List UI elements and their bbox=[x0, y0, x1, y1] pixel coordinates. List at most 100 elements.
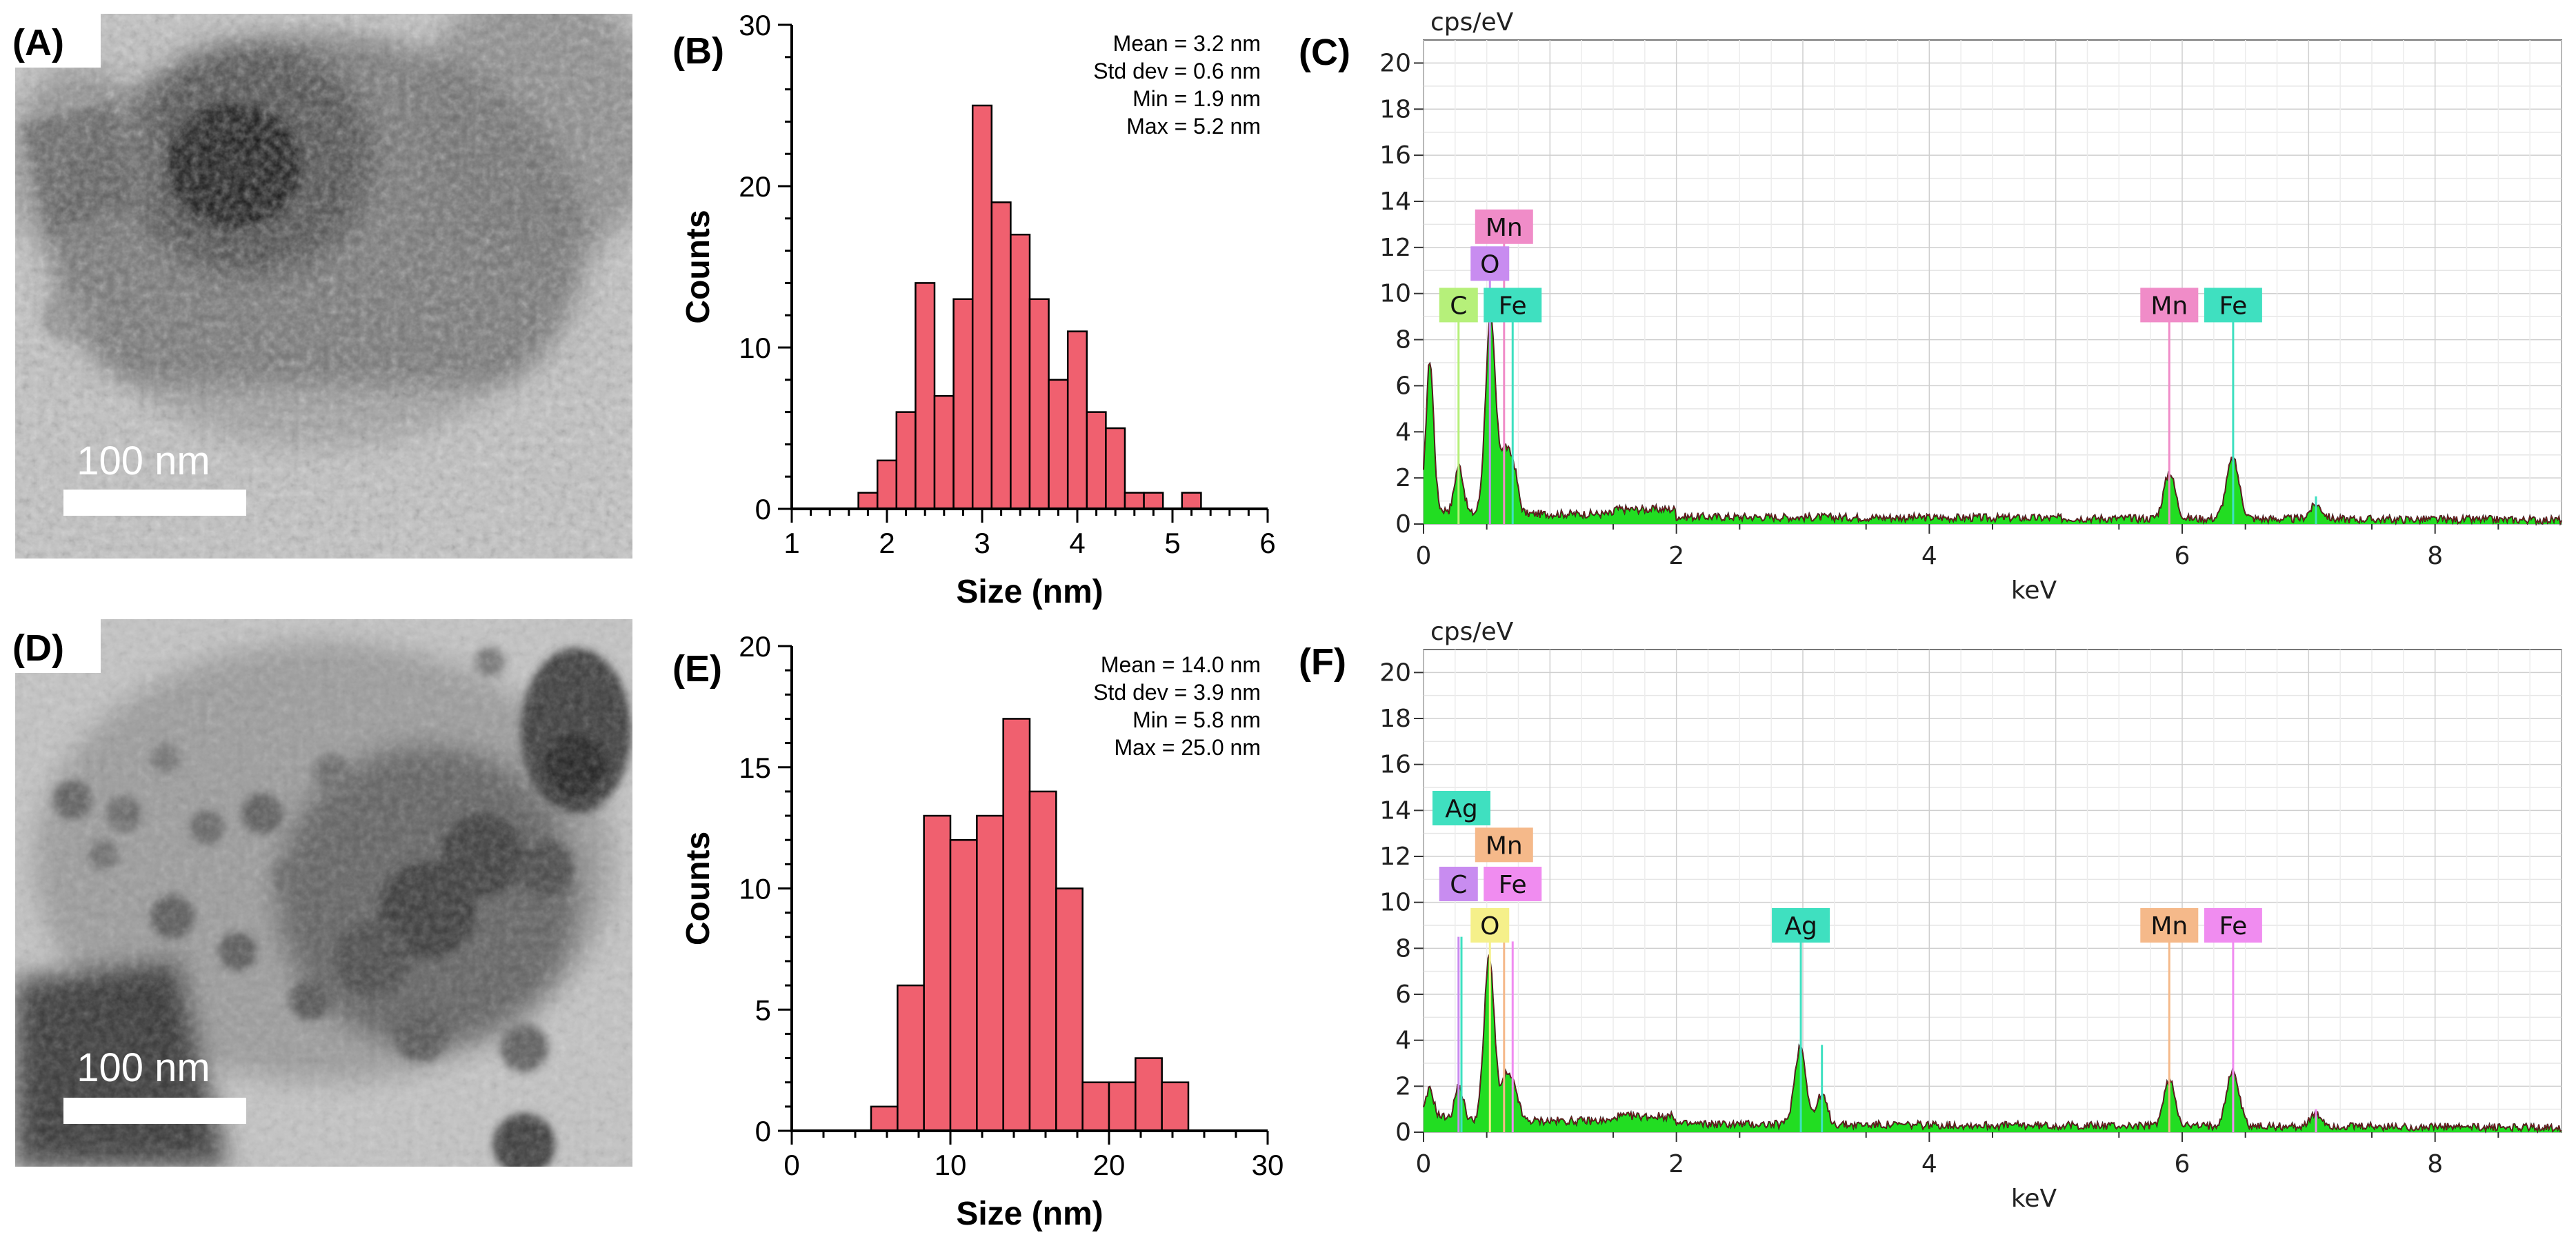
x-tick-label: 8 bbox=[2427, 542, 2443, 570]
element-tag-label: Fe bbox=[1499, 871, 1527, 899]
y-tick-label: 2 bbox=[1395, 464, 1411, 492]
histogram-bar bbox=[949, 838, 978, 1132]
stats-line: Min = 5.8 nm bbox=[1132, 707, 1261, 732]
stats-line: Max = 5.2 nm bbox=[1126, 114, 1261, 139]
element-tag-label: O bbox=[1480, 912, 1499, 941]
y-tick-label: 15 bbox=[739, 752, 771, 784]
x-tick-label: 8 bbox=[2427, 1150, 2443, 1178]
y-tick-label: 10 bbox=[739, 873, 771, 905]
y-tick-label: 4 bbox=[1395, 1027, 1411, 1055]
element-tag-box bbox=[2204, 908, 2262, 943]
x-tick-label: 30 bbox=[1252, 1149, 1284, 1181]
y-tick-label: 16 bbox=[1379, 751, 1411, 779]
x-tick-label: 6 bbox=[2175, 542, 2190, 570]
histogram-bar bbox=[1086, 411, 1107, 510]
histogram-bar bbox=[1161, 1081, 1190, 1132]
x-axis-title: keV bbox=[2011, 576, 2057, 605]
histogram-b: (B) 1 2 3 4 5 6 0 10 20 30 Size (nm) Counts Mean = 3.… bbox=[672, 9, 1276, 610]
y-tick-label: 30 bbox=[739, 9, 771, 41]
y-tick-label: 18 bbox=[1379, 95, 1411, 123]
element-tag-label: Mn bbox=[2150, 292, 2188, 320]
histogram-bar bbox=[1066, 330, 1088, 510]
y-tick-label: 18 bbox=[1379, 705, 1411, 733]
panel-label-box-d: (D) bbox=[8, 619, 101, 673]
element-tag-box bbox=[1432, 791, 1490, 825]
element-tag-label: Mn bbox=[1486, 832, 1523, 860]
element-tag-label: Mn bbox=[2150, 912, 2188, 941]
element-tag-label: O bbox=[1480, 250, 1499, 279]
histogram-bar bbox=[897, 984, 925, 1132]
x-axis-title: Size (nm) bbox=[956, 1196, 1103, 1232]
stats-line: Mean = 14.0 nm bbox=[1101, 652, 1261, 677]
panel-label-a: (A) bbox=[12, 22, 64, 63]
histogram-bar bbox=[1105, 427, 1126, 510]
element-tag-box bbox=[2140, 908, 2199, 943]
y-tick-label: 10 bbox=[1379, 889, 1411, 917]
x-tick-label: 1 bbox=[783, 527, 799, 559]
histogram-bar bbox=[1108, 1081, 1137, 1132]
y-axis-title: Counts bbox=[680, 832, 717, 945]
x-tick-label: 4 bbox=[1069, 527, 1085, 559]
x-tick-label: 4 bbox=[1921, 542, 1937, 570]
y-tick-label: 0 bbox=[755, 1115, 771, 1147]
tem-image-a bbox=[15, 14, 632, 559]
y-tick-label: 20 bbox=[739, 630, 771, 663]
y-tick-label: 0 bbox=[1395, 510, 1411, 539]
histogram-bar bbox=[857, 492, 879, 510]
y-unit-label: cps/eV bbox=[1430, 8, 1514, 37]
histogram-bar bbox=[952, 298, 974, 510]
x-tick-label: 6 bbox=[1259, 527, 1275, 559]
y-tick-label: 8 bbox=[1395, 326, 1411, 354]
element-tag-label: Fe bbox=[1499, 292, 1527, 320]
element-tag-box bbox=[1484, 867, 1542, 901]
histogram-bar bbox=[1048, 379, 1069, 510]
x-tick-label: 6 bbox=[2175, 1150, 2190, 1178]
panel-label-f: (F) bbox=[1299, 641, 1346, 683]
y-tick-label: 4 bbox=[1395, 418, 1411, 446]
scale-bar-label-d: 100 nm bbox=[77, 1045, 210, 1090]
element-tag-label: C bbox=[1450, 871, 1467, 899]
x-tick-label: 3 bbox=[974, 527, 990, 559]
element-tag-box bbox=[1475, 209, 1533, 244]
histogram-bar bbox=[923, 814, 952, 1132]
y-tick-label: 20 bbox=[1379, 49, 1411, 77]
panel-label-d: (D) bbox=[12, 627, 64, 669]
element-tag-box bbox=[1439, 288, 1478, 323]
element-tag-box bbox=[1772, 908, 1830, 943]
y-unit-label: cps/eV bbox=[1430, 618, 1514, 646]
histogram-bar bbox=[971, 104, 993, 510]
tem-image-d bbox=[15, 619, 632, 1167]
x-tick-label: 2 bbox=[1668, 542, 1684, 570]
y-tick-label: 14 bbox=[1379, 796, 1411, 825]
element-tag-label: Mn bbox=[1486, 214, 1523, 242]
histogram-bar bbox=[1143, 492, 1164, 510]
x-tick-label: 20 bbox=[1093, 1149, 1126, 1181]
y-tick-label: 6 bbox=[1395, 372, 1411, 400]
y-tick-label: 10 bbox=[739, 332, 771, 364]
stats-line: Min = 1.9 nm bbox=[1132, 86, 1261, 111]
scale-bar-label-a: 100 nm bbox=[77, 439, 210, 483]
stats-line: Max = 25.0 nm bbox=[1114, 735, 1261, 760]
histogram-bar bbox=[976, 814, 1004, 1132]
x-tick-label: 5 bbox=[1164, 527, 1180, 559]
stats-line: Std dev = 0.6 nm bbox=[1093, 59, 1261, 83]
scale-bar-d: 100 nm bbox=[63, 1045, 246, 1124]
histogram-bar bbox=[895, 411, 917, 510]
histogram-bar bbox=[1124, 492, 1145, 510]
element-tag-box bbox=[2140, 288, 2199, 323]
histogram-bar bbox=[1028, 298, 1050, 510]
y-tick-label: 5 bbox=[755, 994, 771, 1026]
element-tag-box bbox=[2204, 288, 2262, 323]
x-tick-label: 2 bbox=[879, 527, 895, 559]
stats-line: Mean = 3.2 nm bbox=[1113, 31, 1261, 56]
panel-label-box-a: (A) bbox=[8, 14, 101, 68]
y-tick-label: 20 bbox=[1379, 658, 1411, 687]
y-tick-label: 2 bbox=[1395, 1072, 1411, 1100]
element-tag-box bbox=[1439, 867, 1478, 901]
panel-label-b: (B) bbox=[672, 30, 724, 72]
y-tick-label: 0 bbox=[755, 493, 771, 525]
y-tick-label: 12 bbox=[1379, 843, 1411, 871]
y-tick-label: 0 bbox=[1395, 1118, 1411, 1147]
x-tick-label: 0 bbox=[783, 1149, 799, 1181]
